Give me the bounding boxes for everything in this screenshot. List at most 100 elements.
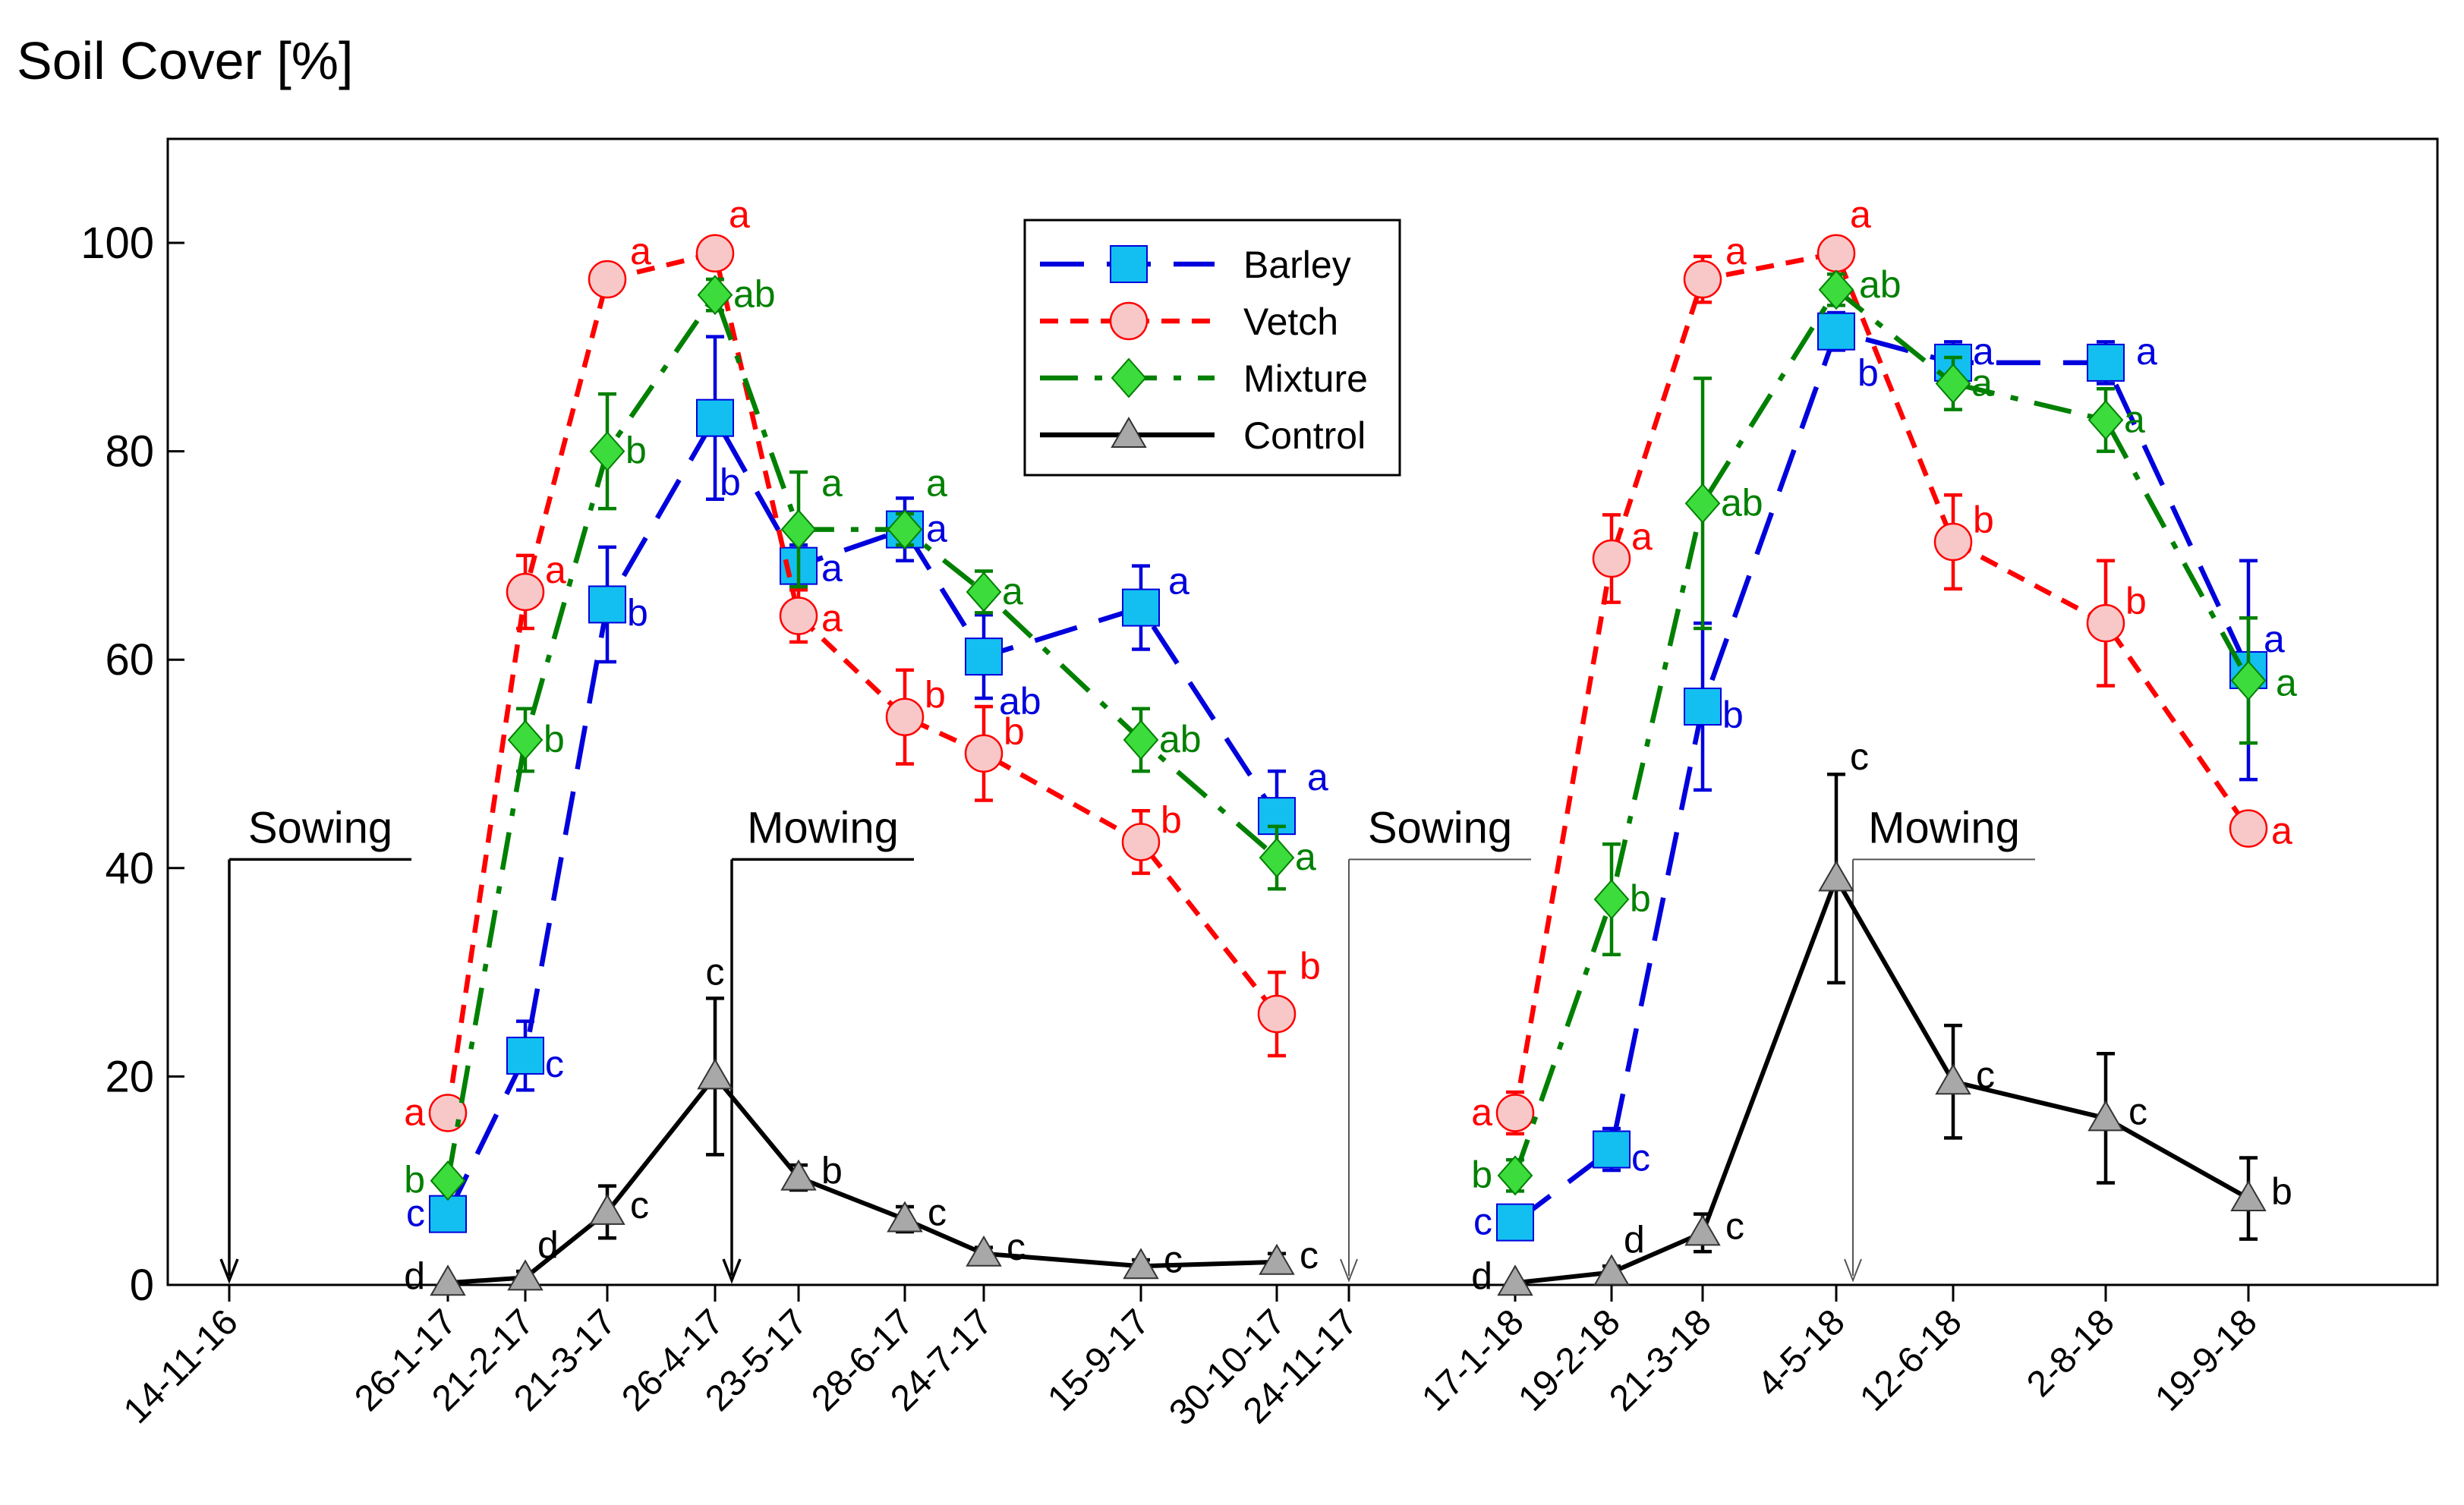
event-annotations: Sowing Mowing Sowing Mowing (219, 803, 2035, 1284)
significance-letter: a (1725, 230, 1747, 272)
significance-letter: a (630, 230, 651, 272)
data-point-marker (697, 1058, 733, 1090)
data-point-marker (1935, 1063, 1971, 1095)
significance-letter: b (925, 674, 946, 716)
significance-letter: a (545, 549, 566, 591)
data-point-marker (1111, 417, 1147, 448)
data-point-marker (589, 1193, 625, 1225)
data-point-marker (696, 398, 734, 437)
event-label: Mowing (747, 803, 899, 852)
significance-letter: b (2125, 580, 2147, 622)
x-tick-label: 2-8-18 (2019, 1302, 2122, 1405)
data-point-marker (1684, 687, 1722, 726)
significance-letter: a (1307, 756, 1328, 798)
data-point-marker (1593, 879, 1630, 920)
significance-letter: a (1471, 1091, 1492, 1133)
significance-letter: c (1850, 735, 1869, 778)
event-label: Sowing (248, 803, 392, 852)
event-arrow-head (1340, 1258, 1358, 1283)
significance-letter: d (404, 1255, 425, 1297)
event-label: Sowing (1368, 803, 1512, 852)
data-point-marker (1123, 1248, 1159, 1280)
legend: Barley Vetch Mixture Control (1023, 219, 1401, 477)
significance-letter: a (1168, 560, 1189, 603)
event-marker: Mowing (1844, 803, 2035, 1283)
y-tick-label: 80 (105, 427, 154, 477)
data-point-marker (1593, 1130, 1631, 1169)
data-point-marker (1110, 245, 1148, 283)
event-arrow-head (219, 1258, 239, 1284)
y-tick-label: 0 (130, 1261, 154, 1310)
significance-letter: ab (999, 680, 1041, 723)
data-point-marker (1497, 1155, 1533, 1196)
x-tick-label: 12-6-18 (1852, 1302, 1969, 1418)
data-point-marker (1593, 1254, 1630, 1286)
data-point-marker (1592, 539, 1631, 578)
legend-label: Vetch (1243, 301, 1338, 343)
significance-letter: ab (1859, 263, 1902, 306)
data-point-marker (1109, 301, 1149, 341)
series-line (445, 250, 1279, 1113)
data-point-marker (588, 585, 626, 624)
significance-letter: b (821, 1150, 843, 1192)
x-axis: 14-11-16 26-1-1721-2-1721-3-1726-4-1723-5… (116, 1285, 2265, 1434)
x-tick-label: 21-3-18 (1602, 1302, 1719, 1418)
legend-item: Vetch (1040, 301, 1338, 343)
significance-letter: b (1722, 694, 1744, 736)
data-point-marker (965, 638, 1003, 676)
data-point-marker (507, 719, 544, 760)
data-point-marker (1497, 1264, 1533, 1296)
data-point-marker (429, 1195, 467, 1233)
data-point-marker (780, 1159, 817, 1191)
legend-item: Control (1040, 414, 1366, 457)
data-point-marker (1683, 260, 1722, 299)
x-tick-label: 19-2-18 (1511, 1302, 1627, 1418)
data-point-marker (507, 1259, 544, 1291)
significance-letter: a (1850, 194, 1871, 236)
data-point-marker (1684, 483, 1721, 524)
significance-letter: a (729, 194, 750, 236)
data-point-marker (964, 734, 1004, 773)
significance-letter: c (630, 1184, 649, 1226)
data-point-marker (1123, 719, 1159, 760)
data-point-marker (589, 431, 625, 472)
series-line (1512, 250, 2251, 1114)
data-point-marker (1259, 1243, 1295, 1275)
significance-letter: d (1471, 1255, 1492, 1297)
significance-letter: b (1004, 710, 1025, 753)
significance-letter: b (1973, 499, 1994, 541)
data-point-marker (966, 1235, 1002, 1267)
data-point-marker (506, 572, 545, 612)
significance-letter: c (406, 1192, 425, 1235)
data-point-marker (1111, 357, 1147, 398)
event-arrow-head (1844, 1258, 1862, 1283)
y-tick-label: 100 (80, 219, 154, 268)
y-tick-label: 40 (105, 844, 154, 893)
data-point-marker (1121, 823, 1161, 861)
data-point-marker (2087, 1100, 2124, 1132)
significance-letter: a (2276, 662, 2297, 704)
significance-letter: c (1300, 1234, 1319, 1277)
event-arrow-head (722, 1258, 742, 1284)
significance-letter: a (2136, 330, 2157, 373)
chart-title: Soil Cover [%] (17, 31, 353, 90)
significance-letter: ab (733, 273, 776, 316)
data-point-marker (1817, 312, 1855, 351)
data-point-marker (695, 234, 735, 272)
data-point-marker (2230, 660, 2267, 701)
significance-letter: c (1164, 1238, 1183, 1280)
x-tick-label: 17-1-18 (1414, 1302, 1531, 1418)
event-marker: Sowing (219, 803, 411, 1284)
significance-letter: b (544, 718, 565, 760)
data-point-marker (1935, 363, 1971, 404)
significance-letter: b (1857, 352, 1879, 395)
significance-letter: c (1007, 1226, 1026, 1268)
y-axis: 0 20 40 60 80 100 (80, 219, 184, 1310)
x-tick-label: 4-5-18 (1750, 1302, 1853, 1405)
significance-letter: b (1630, 877, 1651, 920)
data-point-marker (697, 275, 733, 316)
data-point-marker (887, 1201, 923, 1233)
significance-letter: b (625, 430, 647, 472)
